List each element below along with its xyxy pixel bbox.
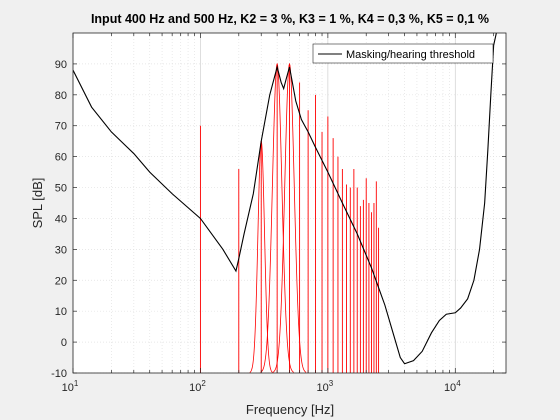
y-tick-label: 50: [55, 183, 67, 195]
y-tick-label: 60: [55, 152, 67, 164]
x-tick-label: 103: [317, 379, 334, 394]
legend-box: [312, 43, 494, 64]
y-axis-label: SPL [dB]: [30, 178, 45, 229]
y-tick-label: -10: [51, 368, 67, 380]
legend: Masking/hearing threshold: [312, 43, 494, 64]
y-tick-label: 70: [55, 121, 67, 133]
y-tick-label: 90: [55, 59, 67, 71]
threshold-curve: [73, 33, 497, 365]
threshold-layer: [73, 33, 497, 365]
y-tick-label: 0: [61, 337, 67, 349]
x-axis-label: Frequency [Hz]: [246, 402, 334, 417]
y-tick-label: 20: [55, 275, 67, 287]
tick-layer: -10 0 10 20 30 40 50 60 70 80 90 101 102 103 104: [51, 33, 506, 394]
y-tick-label: 40: [55, 213, 67, 225]
y-tick-label: 10: [55, 306, 67, 318]
legend-entry-threshold: Masking/hearing threshold: [346, 49, 475, 61]
x-tick-label: 101: [62, 379, 79, 394]
x-tick-label: 102: [189, 379, 206, 394]
y-tick-label: 80: [55, 90, 67, 102]
chart-title: Input 400 Hz and 500 Hz, K2 = 3 %, K3 = …: [91, 12, 489, 26]
y-tick-label: 30: [55, 244, 67, 256]
x-tick-label: 104: [444, 379, 461, 394]
